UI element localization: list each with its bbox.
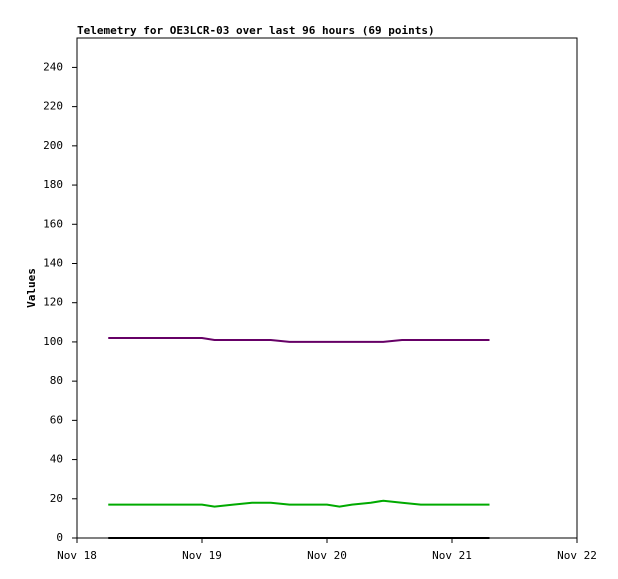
y-tick-label: 140 xyxy=(43,256,63,269)
y-tick-label: 60 xyxy=(50,413,63,426)
x-tick-label: Nov 21 xyxy=(432,549,472,562)
y-tick-label: 180 xyxy=(43,178,63,191)
series-line xyxy=(108,337,490,343)
y-tick-label: 20 xyxy=(50,492,63,505)
y-tick-label: 40 xyxy=(50,453,63,466)
y-tick-label: 220 xyxy=(43,100,63,113)
y-tick-label: 160 xyxy=(43,217,63,230)
x-tick-label: Nov 20 xyxy=(307,549,347,562)
x-tick-label: Nov 19 xyxy=(182,549,222,562)
y-tick-label: 200 xyxy=(43,139,63,152)
series-line xyxy=(108,499,490,508)
y-tick-label: 80 xyxy=(50,374,63,387)
y-axis-label: Values xyxy=(25,268,38,308)
y-tick-label: 100 xyxy=(43,335,63,348)
chart-title: Telemetry for OE3LCR-03 over last 96 hou… xyxy=(77,24,435,37)
y-tick-label: 240 xyxy=(43,60,63,73)
y-tick-label: 120 xyxy=(43,296,63,309)
x-tick-label: Nov 18 xyxy=(57,549,97,562)
y-tick-label: 0 xyxy=(56,531,63,544)
x-tick-label: Nov 22 xyxy=(557,549,597,562)
